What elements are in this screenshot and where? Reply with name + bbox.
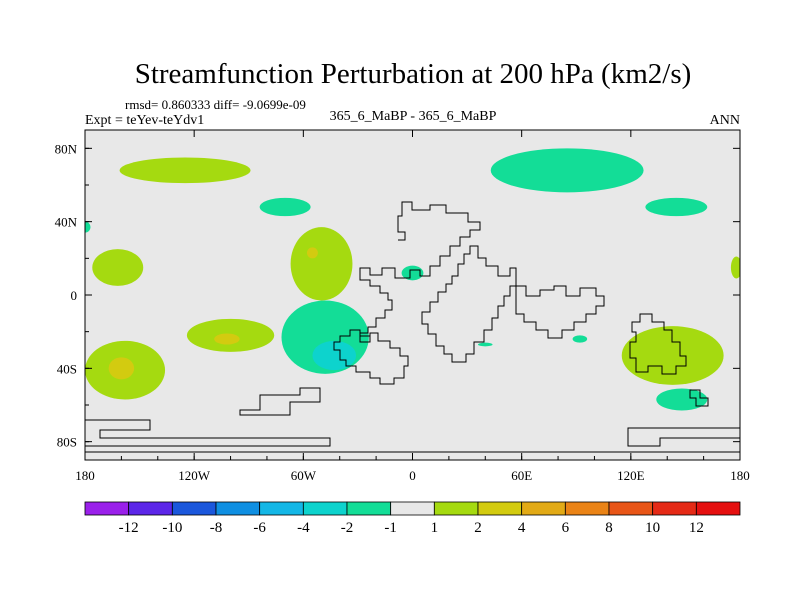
pacific-tropical-anomaly xyxy=(92,249,144,286)
southern-ocean-isoline-west xyxy=(85,419,331,447)
colorbar-swatch xyxy=(477,501,523,516)
colorbar-swatch xyxy=(259,501,304,516)
north-america-core xyxy=(306,247,318,259)
colorbar-label: 12 xyxy=(689,520,704,536)
colorbar-swatch xyxy=(84,501,130,516)
y-tick-label: 80S xyxy=(57,435,77,450)
season-label: ANN xyxy=(710,113,740,128)
colorbar-label: -4 xyxy=(297,520,310,536)
colorbar-label: 10 xyxy=(645,520,660,536)
colorbar: -12 -10 -8 -6 -4 -2 -1 1 2 4 6 8 10 12 xyxy=(84,501,741,536)
continent-outlines xyxy=(85,201,740,453)
x-tick-label: 0 xyxy=(409,468,416,483)
colorbar-swatch xyxy=(433,501,479,516)
colorbar-swatch xyxy=(302,501,348,516)
eurasia-arctic-anomaly xyxy=(490,148,644,193)
colorbar-swatch xyxy=(521,501,566,516)
southern-ocean-isoline-east xyxy=(627,427,740,447)
y-tick-label: 0 xyxy=(71,288,78,303)
colorbar-label: -12 xyxy=(119,520,139,536)
colorbar-swatch xyxy=(215,501,261,516)
colorbar-swatch xyxy=(695,501,741,516)
x-tick-label: 180 xyxy=(75,468,95,483)
colorbar-label: -1 xyxy=(384,520,397,536)
equatorial-atlantic-anomaly xyxy=(478,342,493,347)
colorbar-swatch xyxy=(171,501,217,516)
colorbar-swatch xyxy=(608,501,654,516)
colorbar-swatch xyxy=(564,501,610,516)
y-axis: 80N 40N 0 40S 80S xyxy=(55,141,740,450)
colorbar-swatch xyxy=(652,501,697,516)
x-tick-label: 180 xyxy=(730,468,750,483)
asia-outline xyxy=(515,285,605,339)
north-pacific-anomaly xyxy=(119,157,251,184)
colorbar-swatch xyxy=(128,501,173,516)
dateline-west-anomaly xyxy=(85,221,91,233)
colorbar-swatch xyxy=(390,501,435,516)
x-tick-label: 60W xyxy=(291,468,317,483)
north-america-anomaly xyxy=(290,227,353,301)
south-america-core xyxy=(312,340,357,371)
north-pacific-east-anomaly xyxy=(645,197,708,217)
colorbar-label: 8 xyxy=(605,520,613,536)
map-panel xyxy=(84,129,741,461)
case-label: 365_6_MaBP - 365_6_MaBP xyxy=(330,109,497,124)
southern-ocean-isoline-central xyxy=(239,387,321,416)
north-pacific-east-margin-anomaly xyxy=(730,256,740,279)
colorbar-label: 1 xyxy=(431,520,439,536)
colorbar-label: 6 xyxy=(562,520,570,536)
north-america-outline xyxy=(359,201,481,343)
australia-outline xyxy=(629,313,687,375)
y-tick-label: 80N xyxy=(55,141,78,156)
new-zealand-outline xyxy=(689,389,709,407)
x-tick-label: 60E xyxy=(511,468,532,483)
x-tick-label: 120E xyxy=(617,468,645,483)
europe-africa-outline xyxy=(421,245,517,363)
colorbar-label: 4 xyxy=(518,520,526,536)
colorbar-label: -8 xyxy=(210,520,223,536)
stats-line: rmsd= 0.860333 diff= -9.0699e-09 xyxy=(125,97,306,112)
colorbar-label: 2 xyxy=(474,520,482,536)
y-tick-label: 40S xyxy=(57,361,77,376)
south-pacific-core xyxy=(214,333,240,345)
colorbar-label: -2 xyxy=(341,520,354,536)
indian-ocean-anomaly xyxy=(572,335,588,343)
colorbar-label: -10 xyxy=(162,520,182,536)
colorbar-label: -6 xyxy=(253,520,266,536)
colorbar-swatch xyxy=(346,501,392,516)
chart-title: Streamfunction Perturbation at 200 hPa (… xyxy=(135,58,692,90)
experiment-label: Expt = teYev-teYdv1 xyxy=(85,113,204,128)
map-background xyxy=(85,130,740,460)
x-axis: 180 120W 60W 0 60E 120E 180 xyxy=(75,130,750,483)
southern-ocean-anomaly xyxy=(656,388,708,411)
australia-anomaly xyxy=(621,326,724,385)
atlantic-tropical-anomaly xyxy=(401,265,424,281)
south-america-outline xyxy=(333,329,409,385)
southwest-pacific-core xyxy=(108,357,135,380)
x-tick-label: 120W xyxy=(178,468,211,483)
north-atlantic-anomaly xyxy=(259,197,311,217)
y-tick-label: 40N xyxy=(55,215,78,230)
